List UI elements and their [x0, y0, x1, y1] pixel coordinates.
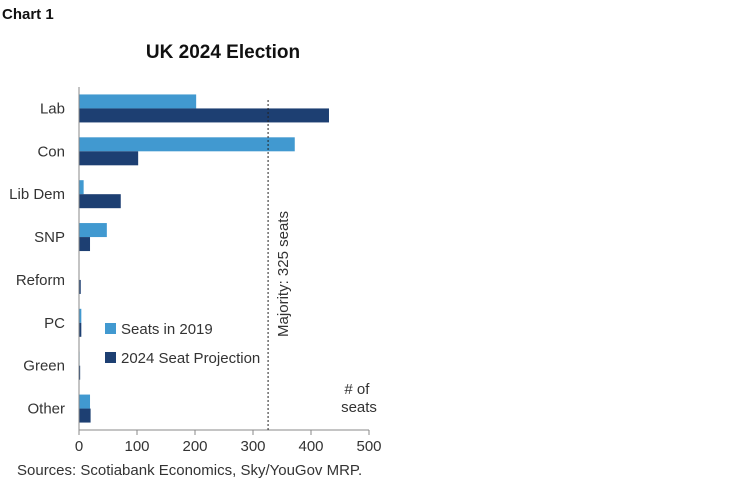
x-tick-label: 500 — [356, 438, 381, 455]
bar-pc-series-2 — [79, 322, 82, 337]
category-label: Lib Dem — [9, 186, 65, 203]
category-label: Other — [27, 401, 65, 418]
legend: Seats in 2019 2024 Seat Projection — [105, 321, 260, 367]
category-label: Lab — [40, 100, 65, 117]
majority-reference-line: Majority: 325 seats — [267, 100, 292, 430]
x-tick-label: 100 — [124, 438, 149, 455]
bar-other-series-2 — [79, 408, 91, 423]
bar-lab-series-1 — [79, 94, 197, 109]
bar-con-series-2 — [79, 151, 139, 166]
bar-con-series-1 — [79, 137, 295, 152]
category-label: Reform — [16, 272, 65, 289]
bar-pc-series-1 — [79, 308, 82, 323]
chart-title: UK 2024 Election — [145, 42, 301, 63]
bar-lib-dem-series-1 — [79, 180, 84, 195]
bars-group — [79, 94, 329, 423]
x-tick-label: 200 — [182, 438, 207, 455]
source-note: Sources: Scotiabank Economics, Sky/YouGo… — [17, 462, 363, 479]
bar-lab-series-2 — [79, 108, 329, 123]
majority-label: Majority: 325 seats — [275, 211, 292, 337]
x-tick-label: 300 — [240, 438, 265, 455]
bar-snp-series-2 — [79, 237, 91, 252]
legend-label-2019: Seats in 2019 — [121, 321, 213, 338]
legend-swatch-2019 — [105, 323, 116, 334]
category-label: Con — [37, 143, 65, 160]
bar-reform-series-2 — [79, 279, 81, 294]
bar-snp-series-1 — [79, 223, 107, 238]
category-label: SNP — [34, 229, 65, 246]
x-tick-label: 400 — [298, 438, 323, 455]
x-axis: 0 100 200 300 400 500 — [75, 87, 382, 455]
bar-green-series-2 — [79, 365, 81, 380]
x-axis-unit-label: # of seats — [341, 381, 377, 416]
x-tick-label: 0 — [75, 438, 83, 455]
category-label: PC — [44, 315, 65, 332]
category-labels: Lab Con Lib Dem SNP Reform PC Green Other — [9, 100, 65, 417]
legend-swatch-2024 — [105, 352, 116, 363]
category-label: Green — [23, 358, 65, 375]
legend-label-2024: 2024 Seat Projection — [121, 350, 260, 367]
chart-label: Chart 1 — [2, 6, 54, 23]
bar-other-series-1 — [79, 394, 91, 409]
bar-lib-dem-series-2 — [79, 194, 121, 209]
